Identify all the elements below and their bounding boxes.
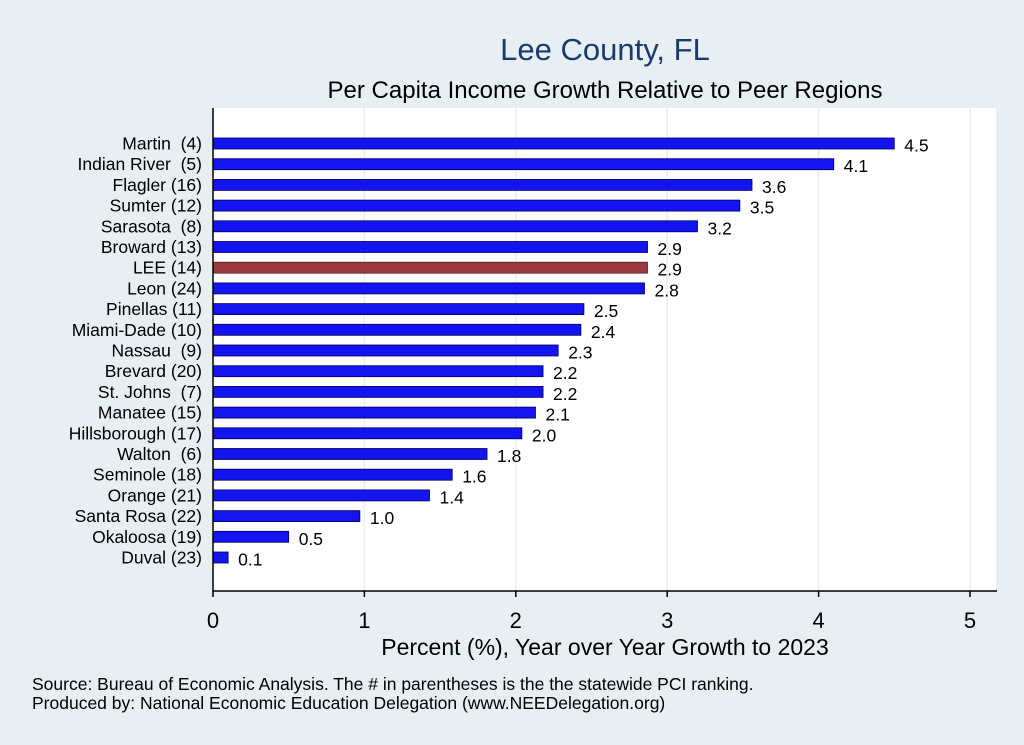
value-label: 1.4 bbox=[440, 487, 465, 507]
bar bbox=[212, 220, 698, 233]
value-label: 2.2 bbox=[553, 384, 577, 404]
value-label: 2.1 bbox=[545, 405, 569, 425]
value-label: 2.9 bbox=[658, 239, 682, 259]
value-label: 2.2 bbox=[553, 363, 577, 383]
value-label: 3.5 bbox=[750, 198, 774, 218]
bar bbox=[212, 489, 430, 502]
value-label: 1.0 bbox=[370, 508, 395, 528]
source-note: Source: Bureau of Economic Analysis. The… bbox=[32, 674, 753, 694]
x-tick-label: 0 bbox=[207, 608, 219, 633]
category-label: Orange (21) bbox=[108, 485, 202, 505]
bar bbox=[212, 137, 895, 150]
x-axis-ticks: 0 1 2 3 4 5 bbox=[207, 591, 976, 633]
category-label: Okaloosa (19) bbox=[92, 527, 202, 547]
value-label: 2.4 bbox=[591, 322, 616, 342]
bar bbox=[212, 530, 290, 543]
category-label: Miami-Dade (10) bbox=[72, 320, 202, 340]
bar bbox=[212, 510, 361, 523]
category-label: Indian River (5) bbox=[78, 154, 203, 174]
category-label: Sumter (12) bbox=[110, 196, 202, 216]
category-label: LEE (14) bbox=[133, 258, 202, 278]
x-tick-label: 2 bbox=[510, 608, 522, 633]
category-label: Flagler (16) bbox=[113, 175, 202, 195]
bar bbox=[212, 427, 523, 440]
bar bbox=[212, 344, 559, 357]
bar bbox=[212, 303, 585, 316]
value-label: 4.5 bbox=[904, 136, 928, 156]
category-label: Walton (6) bbox=[117, 444, 202, 464]
category-label: Martin (4) bbox=[122, 134, 202, 154]
value-label: 0.5 bbox=[299, 529, 323, 549]
value-label: 2.5 bbox=[594, 301, 618, 321]
x-tick-label: 1 bbox=[358, 608, 370, 633]
x-tick-label: 5 bbox=[964, 608, 976, 633]
bar bbox=[212, 178, 753, 191]
value-label: 2.3 bbox=[568, 343, 592, 363]
value-label: 4.1 bbox=[844, 156, 868, 176]
value-label: 3.2 bbox=[707, 218, 731, 238]
category-label: Brevard (20) bbox=[105, 361, 202, 381]
bar bbox=[212, 448, 488, 460]
value-label: 2.0 bbox=[532, 425, 557, 445]
bar bbox=[212, 282, 645, 295]
category-label: Sarasota (8) bbox=[101, 216, 202, 236]
chart-subtitle: Per Capita Income Growth Relative to Pee… bbox=[328, 77, 883, 104]
x-axis-title: Percent (%), Year over Year Growth to 20… bbox=[381, 634, 829, 660]
bar bbox=[212, 241, 648, 253]
category-label: Manatee (15) bbox=[98, 403, 202, 423]
bars bbox=[212, 137, 895, 564]
producer-note: Produced by: National Economic Education… bbox=[32, 693, 665, 713]
x-tick-label: 3 bbox=[661, 608, 673, 633]
value-label: 2.9 bbox=[658, 260, 682, 280]
category-label: Leon (24) bbox=[127, 278, 202, 298]
bar bbox=[212, 551, 229, 564]
category-label: Broward (13) bbox=[101, 237, 202, 257]
category-label: Duval (23) bbox=[121, 548, 202, 568]
bar bbox=[212, 158, 835, 171]
category-label: St. Johns (7) bbox=[98, 382, 202, 402]
bar bbox=[212, 199, 741, 212]
value-label: 2.8 bbox=[654, 280, 678, 300]
category-label: Seminole (18) bbox=[93, 465, 202, 485]
bar bbox=[212, 385, 544, 398]
bar bbox=[212, 365, 544, 378]
category-label: Hillsborough (17) bbox=[69, 423, 202, 443]
value-label: 0.1 bbox=[238, 550, 262, 570]
bar bbox=[212, 323, 582, 336]
bar-highlight bbox=[212, 261, 648, 274]
value-label: 3.6 bbox=[762, 177, 786, 197]
value-labels: 4.54.13.63.53.22.92.92.82.52.42.32.22.22… bbox=[238, 136, 928, 570]
x-tick-label: 4 bbox=[812, 608, 824, 633]
category-labels: Martin (4)Indian River (5)Flagler (16)Su… bbox=[69, 134, 202, 568]
value-label: 1.8 bbox=[497, 446, 521, 466]
chart-title: Lee County, FL bbox=[500, 32, 710, 67]
category-label: Nassau (9) bbox=[112, 341, 202, 361]
bar bbox=[212, 468, 453, 481]
category-label: Santa Rosa (22) bbox=[75, 506, 202, 526]
value-label: 1.6 bbox=[462, 467, 486, 487]
category-label: Pinellas (11) bbox=[106, 299, 202, 319]
bar bbox=[212, 406, 536, 419]
